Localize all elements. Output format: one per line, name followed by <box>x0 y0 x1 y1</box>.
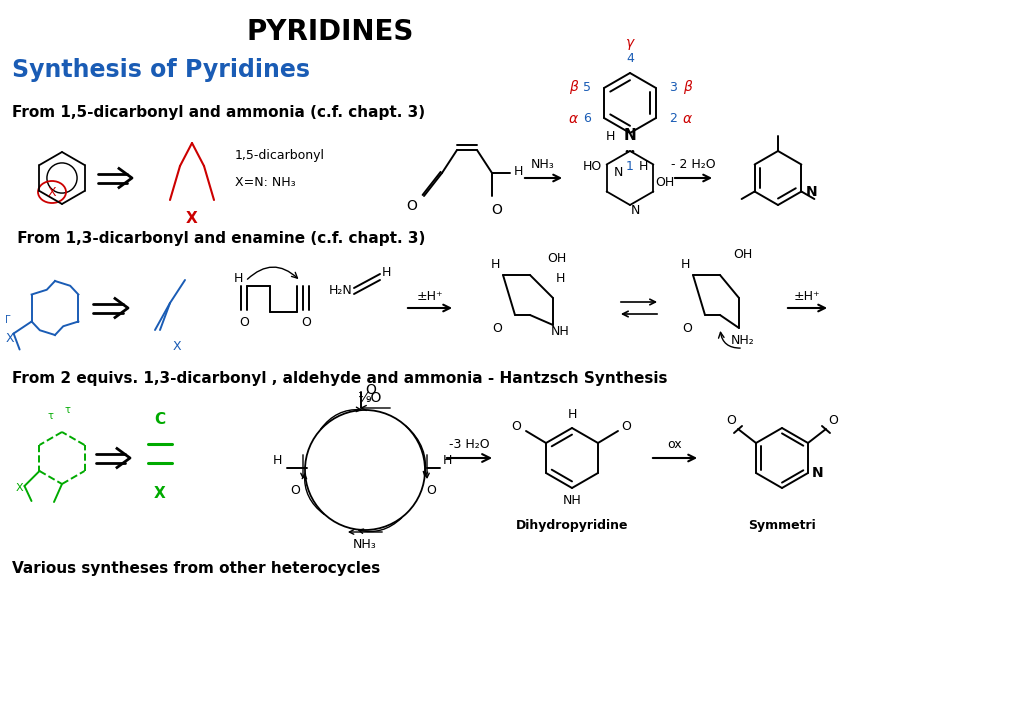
Text: From 2 equivs. 1,3-dicarbonyl , aldehyde and ammonia - Hantzsch Synthesis: From 2 equivs. 1,3-dicarbonyl , aldehyde… <box>12 371 666 385</box>
Text: H: H <box>442 454 451 467</box>
Text: α: α <box>568 112 577 125</box>
Text: OH: OH <box>655 176 674 189</box>
Text: H: H <box>604 130 614 143</box>
Text: X: X <box>6 331 14 344</box>
Text: O: O <box>289 484 300 497</box>
Text: X: X <box>185 210 198 225</box>
Text: N: N <box>612 166 622 179</box>
Text: H: H <box>567 408 576 421</box>
Text: Various syntheses from other heterocycles: Various syntheses from other heterocycle… <box>12 560 380 575</box>
Text: NH₂: NH₂ <box>731 335 754 348</box>
Text: β: β <box>682 81 691 94</box>
Text: O: O <box>491 322 501 335</box>
Text: C: C <box>154 413 165 428</box>
Text: 4: 4 <box>626 53 634 66</box>
Text: From 1,5-dicarbonyl and ammonia (c.f. chapt. 3): From 1,5-dicarbonyl and ammonia (c.f. ch… <box>12 104 425 120</box>
Text: N: N <box>805 184 816 199</box>
Text: 1: 1 <box>626 161 634 174</box>
Text: H: H <box>554 271 565 284</box>
Text: H: H <box>680 258 689 271</box>
Text: X=N: NH₃: X=N: NH₃ <box>234 176 296 189</box>
Text: O: O <box>621 420 631 433</box>
Text: O: O <box>426 484 435 497</box>
Text: β: β <box>568 81 577 94</box>
Text: ±H⁺: ±H⁺ <box>417 289 443 302</box>
Text: O: O <box>682 322 691 335</box>
Text: O: O <box>827 415 837 428</box>
Text: Synthesis of Pyridines: Synthesis of Pyridines <box>12 58 310 82</box>
Text: τ: τ <box>64 405 70 415</box>
Text: γ: γ <box>626 36 634 50</box>
Text: H: H <box>490 258 499 271</box>
Text: O: O <box>238 315 249 328</box>
Text: H: H <box>381 266 390 279</box>
Text: ⅑O: ⅑O <box>357 391 381 405</box>
Text: X: X <box>15 483 22 493</box>
Text: O: O <box>301 315 311 328</box>
Text: O: O <box>407 199 417 213</box>
Text: O: O <box>365 383 376 397</box>
Text: 2: 2 <box>668 112 677 125</box>
Text: H₂N: H₂N <box>328 284 352 297</box>
Text: PYRIDINES: PYRIDINES <box>246 18 414 46</box>
Text: N: N <box>630 204 639 217</box>
Text: H: H <box>513 164 522 178</box>
Text: O: O <box>511 420 521 433</box>
Text: X: X <box>172 340 181 353</box>
Text: NH₃: NH₃ <box>531 158 554 171</box>
Text: H: H <box>233 271 243 284</box>
Text: NH: NH <box>550 325 569 338</box>
Text: ±H⁺: ±H⁺ <box>793 289 819 302</box>
Text: O: O <box>491 203 502 217</box>
Text: - 2 H₂O: - 2 H₂O <box>671 158 714 171</box>
Text: NH₃: NH₃ <box>353 538 376 551</box>
Text: NH: NH <box>562 495 581 508</box>
Text: O: O <box>726 415 736 428</box>
Text: α: α <box>682 112 691 125</box>
Text: H: H <box>272 454 281 467</box>
Text: 5: 5 <box>583 81 590 94</box>
Text: HO: HO <box>582 160 601 173</box>
Text: X: X <box>48 186 56 199</box>
Text: OH: OH <box>547 251 567 264</box>
Text: N: N <box>811 466 823 480</box>
Text: From 1,3-dicarbonyl and enamine (c.f. chapt. 3): From 1,3-dicarbonyl and enamine (c.f. ch… <box>12 230 425 246</box>
Text: -3 H₂O: -3 H₂O <box>448 438 489 451</box>
Text: ox: ox <box>667 438 682 451</box>
Text: Dihydropyridine: Dihydropyridine <box>516 520 628 533</box>
Text: Symmetri: Symmetri <box>747 520 815 533</box>
Text: 6: 6 <box>583 112 590 125</box>
Text: 1,5-dicarbonyl: 1,5-dicarbonyl <box>234 150 325 163</box>
Text: 3: 3 <box>668 81 677 94</box>
Text: Γ: Γ <box>5 315 11 325</box>
Text: X: X <box>154 485 166 500</box>
Text: OH: OH <box>733 248 752 261</box>
Text: N: N <box>623 128 636 143</box>
Text: H: H <box>638 160 647 173</box>
Text: τ: τ <box>47 411 53 421</box>
Text: ••: •• <box>623 147 636 157</box>
